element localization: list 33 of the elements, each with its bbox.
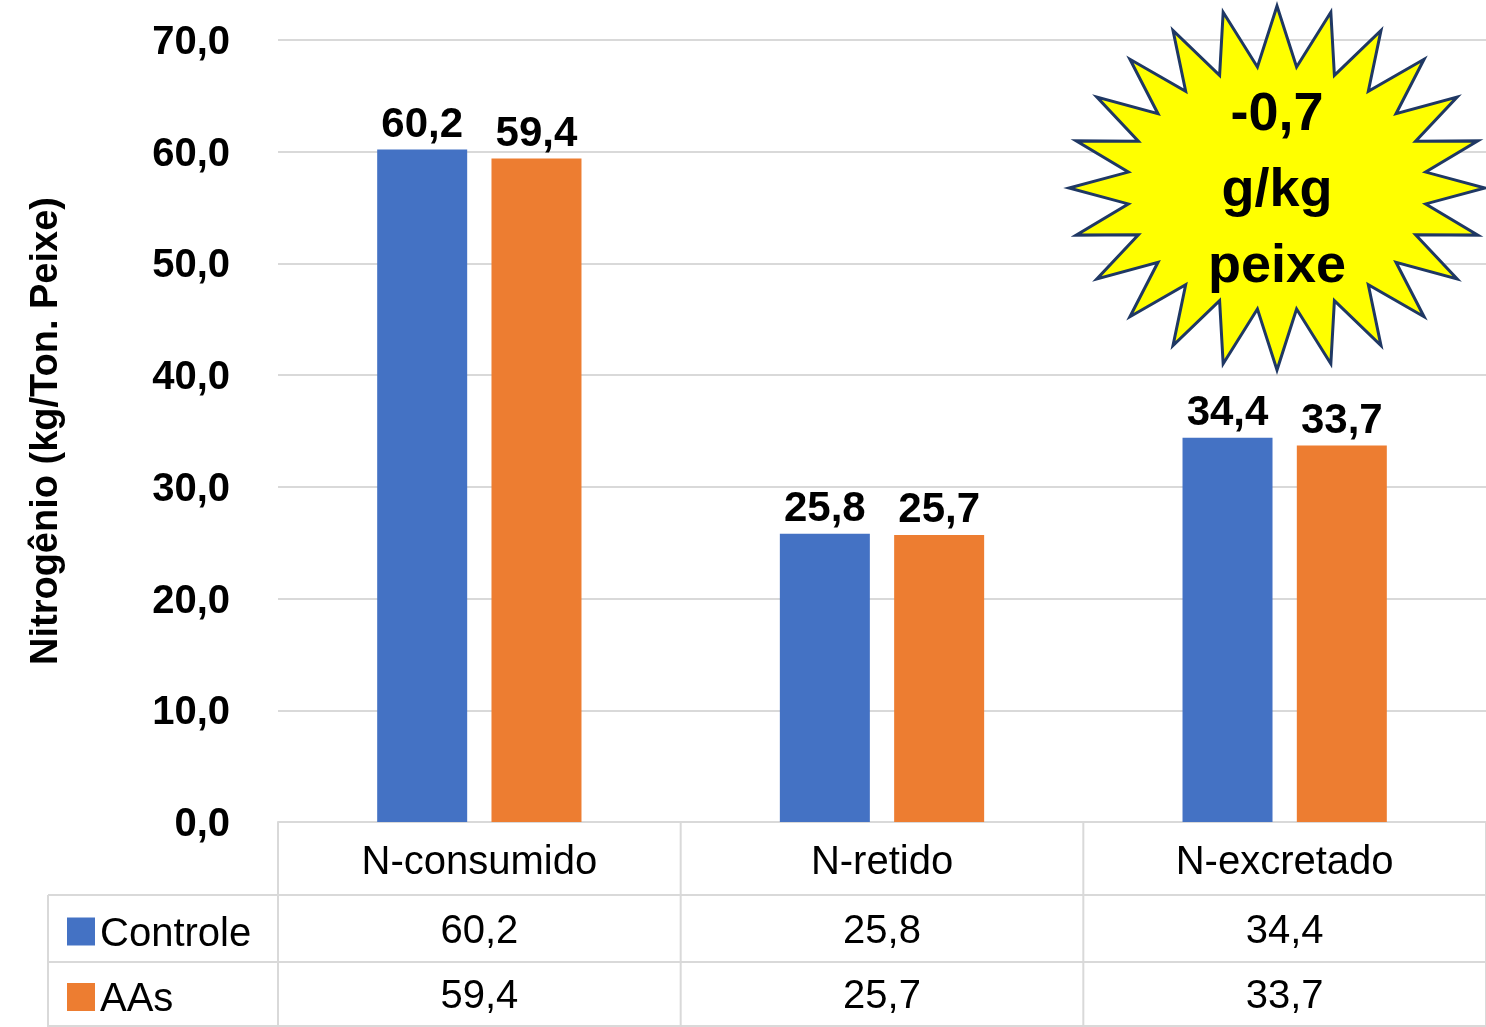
- bar: [1296, 445, 1387, 822]
- legend-label: Controle: [100, 909, 252, 954]
- bar: [779, 533, 870, 822]
- y-tick-label: 20,0: [152, 576, 230, 621]
- data-label: 59,4: [440, 972, 519, 1016]
- data-label: 25,7: [843, 972, 921, 1016]
- x-tick-label: N-retido: [810, 838, 954, 882]
- y-tick-label: 0,0: [174, 800, 230, 844]
- text: 34,4: [1186, 387, 1269, 435]
- text: 33,7: [1300, 395, 1383, 443]
- y-tick-label: 60,0: [152, 129, 230, 174]
- bar: [491, 158, 582, 822]
- x-tick-label: N-excretado: [1175, 838, 1394, 882]
- bar: [894, 534, 985, 822]
- data-label: 25,8: [843, 906, 921, 951]
- y-tick-label: 70,0: [152, 18, 230, 62]
- bar: [1182, 437, 1273, 822]
- data-label: 34,4: [1245, 906, 1324, 951]
- bar: [377, 149, 468, 822]
- y-axis-title: Nitrogênio (kg/Ton. Peixe): [23, 197, 65, 665]
- y-tick-label: 30,0: [152, 464, 230, 509]
- annotation: -0,7 g/kg peixe: [1207, 81, 1347, 293]
- text: 59,4: [495, 107, 578, 155]
- text: 25,7: [898, 484, 981, 532]
- text: 60,2: [381, 98, 464, 146]
- text: 25,8: [783, 483, 866, 531]
- y-tick-label: 10,0: [152, 688, 230, 733]
- data-label: 33,7: [1245, 972, 1324, 1016]
- legend-label: AAs: [100, 975, 174, 1019]
- x-tick-label: N-consumido: [361, 838, 598, 882]
- y-tick-label: 40,0: [152, 353, 230, 398]
- data-label: 60,2: [440, 906, 519, 951]
- y-tick-label: 50,0: [152, 241, 230, 286]
